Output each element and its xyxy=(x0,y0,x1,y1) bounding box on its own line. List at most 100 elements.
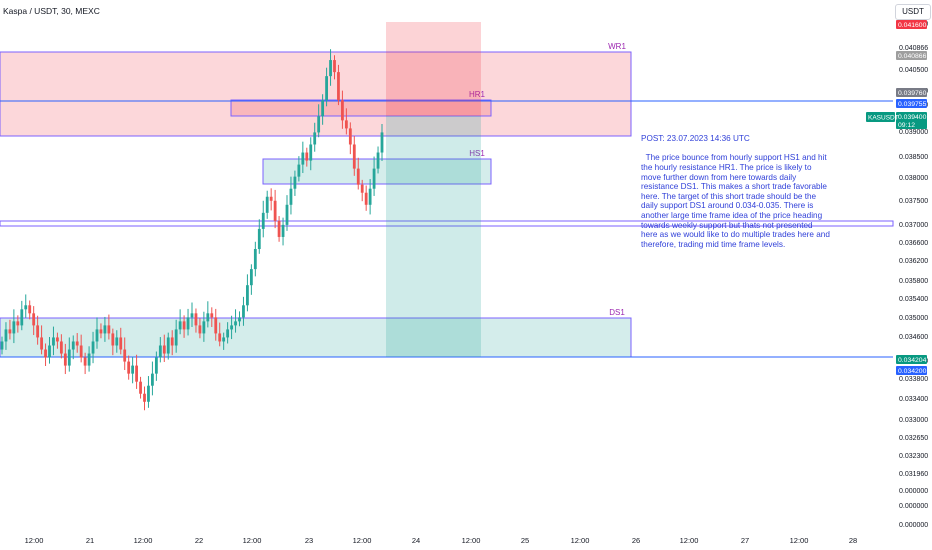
zone-hr1 xyxy=(230,99,492,117)
y-tick-label: 0.035800 xyxy=(899,278,928,285)
candle-body xyxy=(75,341,79,346)
candle-body xyxy=(32,313,36,326)
candle-body xyxy=(253,249,257,270)
y-tick-label: 0.037500 xyxy=(899,198,928,205)
y-tick-label: 0.035400 xyxy=(899,296,928,303)
candle-body xyxy=(166,337,170,354)
candle-body xyxy=(277,220,281,237)
candle-body xyxy=(127,361,131,374)
candle-body xyxy=(249,269,253,286)
y-tick-label: 0.038500 xyxy=(899,154,928,161)
zone-label-hs1: HS1 xyxy=(469,149,485,158)
candle-body xyxy=(174,329,178,346)
candle-body xyxy=(344,120,348,129)
zone-label-ds1: DS1 xyxy=(609,308,625,317)
x-tick-label: 12:00 xyxy=(571,536,590,545)
candle-body xyxy=(59,341,63,354)
candle-body xyxy=(364,192,368,205)
candle-body xyxy=(0,341,4,350)
candle-body xyxy=(293,176,297,189)
candle-body xyxy=(170,337,174,346)
y-tick-label: 0.000000 xyxy=(899,503,928,510)
candle-body xyxy=(321,100,325,117)
y-tick-label: 0.031960 xyxy=(899,471,928,478)
candle-body xyxy=(352,144,356,169)
candle-body xyxy=(372,168,376,189)
candle-body xyxy=(333,60,336,73)
price-badge xyxy=(896,88,927,97)
y-tick-label: 0.040866 xyxy=(899,45,928,52)
y-tick-label: 0.040500 xyxy=(899,67,928,74)
candle-body xyxy=(269,196,273,201)
candle-body xyxy=(360,184,364,193)
candle-body xyxy=(158,345,162,358)
candle-body xyxy=(12,321,16,334)
candle-body xyxy=(87,353,91,366)
symbol-title[interactable]: Kaspa / USDT, 30, MEXC xyxy=(3,6,100,16)
zone-wr1 xyxy=(0,51,632,137)
overlays-layer xyxy=(386,22,481,357)
candle-body xyxy=(83,357,87,366)
candle-body xyxy=(297,164,301,177)
candle-body xyxy=(234,321,237,326)
candle-body xyxy=(71,341,75,350)
x-tick-label: 12:00 xyxy=(25,536,44,545)
candle-body xyxy=(226,329,230,338)
candle-body xyxy=(230,325,233,330)
candle-body xyxy=(103,325,107,334)
candle-body xyxy=(4,329,8,342)
y-tick-label: 0.032300 xyxy=(899,453,928,460)
candle-body xyxy=(107,325,111,334)
y-tick-label: 0.032650 xyxy=(899,435,928,442)
candle-body xyxy=(67,349,71,366)
candle-body xyxy=(99,329,103,334)
candle-body xyxy=(8,329,12,334)
price-badge-time: 09:12 xyxy=(898,122,915,129)
candle-body xyxy=(154,357,158,374)
candle-body xyxy=(317,116,321,133)
candle-body xyxy=(214,317,218,334)
zone-label-wr1: WR1 xyxy=(608,42,626,51)
x-tick-label: 12:00 xyxy=(790,536,809,545)
x-tick-label: 23 xyxy=(305,536,313,545)
price-axis[interactable] xyxy=(893,0,932,550)
y-tick-label: 0.036600 xyxy=(899,240,928,247)
candles-layer xyxy=(0,49,384,411)
candle-body xyxy=(210,313,214,318)
x-tick-label: 12:00 xyxy=(680,536,699,545)
y-tick-label: 0.033000 xyxy=(899,417,928,424)
x-axis-ticks: 12:00 21 12:00 22 12:00 23 12:00 24 12:00 25 12:00… xyxy=(25,536,858,545)
candle-body xyxy=(178,321,182,330)
short-stop-zone xyxy=(386,22,481,116)
price-badge xyxy=(896,112,927,129)
candle-body xyxy=(79,345,83,358)
candle-body xyxy=(115,337,119,346)
price-badge xyxy=(896,366,927,375)
y-tick-label: 0.033400 xyxy=(899,396,928,403)
currency-button[interactable]: USDT xyxy=(895,4,931,20)
x-tick-label: 27 xyxy=(741,536,749,545)
candle-body xyxy=(238,317,241,322)
price-badge xyxy=(896,355,927,364)
candle-body xyxy=(186,317,190,330)
candle-body xyxy=(242,305,245,318)
x-tick-label: 21 xyxy=(86,536,94,545)
candle-body xyxy=(135,365,138,382)
y-tick-label: 0.035000 xyxy=(899,315,928,322)
candle-body xyxy=(162,345,166,354)
price-badge xyxy=(896,99,927,108)
candle-body xyxy=(356,168,360,185)
price-badge-label: 0.039760 xyxy=(898,90,927,97)
candle-body xyxy=(301,152,305,165)
candle-body xyxy=(16,321,20,326)
price-badge-label: 0.041600 xyxy=(898,22,927,29)
candle-body xyxy=(194,313,198,326)
candle-body xyxy=(198,325,202,334)
x-tick-label: 22 xyxy=(195,536,203,545)
support-band xyxy=(0,220,894,227)
candle-body xyxy=(139,381,142,394)
x-tick-label: 28 xyxy=(849,536,857,545)
candle-body xyxy=(206,313,210,322)
candle-body xyxy=(63,353,67,366)
